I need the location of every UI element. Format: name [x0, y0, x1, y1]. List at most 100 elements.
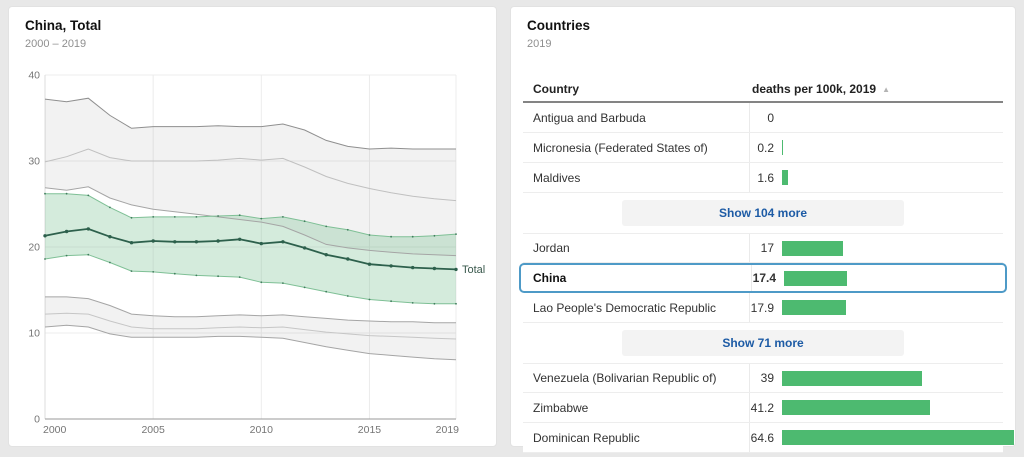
trend-chart: 0 10 20 30 40 2000 2005 2010 2015 2019 Total — [28, 70, 485, 437]
series-line-total-ci-upper — [45, 193, 457, 238]
series-marker — [87, 253, 90, 256]
series-marker — [282, 282, 284, 284]
country-value: 64.6 — [750, 430, 774, 445]
series-marker — [86, 227, 91, 231]
y-axis-tick-label: 0 — [34, 414, 40, 426]
series-marker — [433, 234, 436, 237]
chart-card: China, Total 2000 – 2019 0 10 20 30 40 2000 20… — [8, 6, 497, 447]
series-marker — [109, 261, 111, 264]
series-marker — [282, 216, 284, 218]
series-marker — [260, 217, 263, 220]
uncertainty-band — [45, 98, 456, 256]
series-marker — [390, 300, 392, 303]
value-bar — [784, 270, 847, 286]
table-row[interactable]: Lao People's Democratic Republic 17.9 — [523, 293, 1003, 323]
table-row[interactable]: Jordan 17 — [523, 233, 1003, 263]
value-cell: 0 — [749, 103, 1003, 132]
series-marker — [238, 276, 241, 278]
column-header-value[interactable]: deaths per 100k, 2019 ▲ — [749, 82, 1003, 96]
series-marker — [44, 192, 46, 195]
country-value: 17 — [760, 241, 774, 255]
country-name: Lao People's Democratic Republic — [533, 300, 717, 315]
countries-table-header: Country deaths per 100k, 2019 ▲ — [523, 73, 1003, 103]
table-row[interactable]: China 17.4 — [519, 263, 1007, 293]
series-marker — [173, 216, 176, 218]
table-row[interactable]: Antigua and Barbuda 0 — [523, 103, 1003, 133]
value-cell: 41.2 — [749, 393, 1003, 422]
series-marker — [217, 215, 220, 217]
column-header-country[interactable]: Country — [533, 82, 579, 96]
series-marker — [281, 240, 285, 244]
series-marker — [238, 214, 241, 217]
series-end-label: Total — [462, 264, 485, 276]
x-axis-tick-label: 2000 — [43, 424, 67, 436]
country-value: 41.2 — [750, 400, 774, 415]
series-marker — [195, 274, 198, 277]
country-name: Micronesia (Federated States of) — [533, 140, 708, 155]
table-row[interactable]: Dominican Republic 64.6 — [523, 423, 1014, 453]
x-axis-tick-label: 2005 — [141, 424, 165, 436]
country-name: Maldives — [533, 170, 581, 185]
series-marker — [346, 295, 349, 297]
value-bar — [782, 240, 844, 256]
series-marker — [130, 216, 133, 219]
table-row[interactable]: Zimbabwe 41.2 — [523, 393, 1003, 423]
y-axis-tick-label: 30 — [28, 156, 40, 168]
series-marker — [432, 266, 437, 271]
value-cell: 39 — [749, 364, 1003, 392]
x-axis-tick-label: 2019 — [436, 424, 460, 436]
series-marker — [324, 253, 328, 257]
series-marker — [194, 240, 199, 244]
column-header-value-label: deaths per 100k, 2019 — [752, 82, 877, 96]
chart-card-header: China, Total 2000 – 2019 — [9, 7, 496, 50]
value-bar — [782, 300, 847, 315]
show-more-row: Show 71 more — [523, 323, 1003, 363]
series-marker — [411, 235, 414, 238]
series-marker — [173, 272, 176, 275]
series-marker — [217, 275, 220, 278]
series-marker — [303, 220, 306, 223]
series-marker — [346, 228, 349, 231]
series-marker — [108, 235, 112, 239]
series-line-upper-gray-mid — [44, 148, 457, 202]
series-marker — [368, 234, 371, 236]
chart-subtitle: 2000 – 2019 — [25, 38, 87, 51]
country-value: 17.4 — [752, 271, 776, 285]
countries-table: Country deaths per 100k, 2019 ▲ Antigua a… — [519, 73, 1014, 453]
countries-card-header: Countries 2019 — [511, 7, 1015, 50]
series-marker — [325, 290, 328, 293]
series-marker — [325, 225, 328, 228]
series-marker — [65, 254, 68, 257]
country-value: 1.6 — [757, 170, 774, 185]
value-cell: 64.6 — [749, 423, 1014, 452]
value-bar — [782, 430, 1014, 445]
series-marker — [389, 264, 393, 268]
country-value: 39 — [760, 371, 774, 385]
countries-subtitle: 2019 — [527, 38, 552, 51]
series-marker — [43, 234, 47, 238]
country-value: 0.2 — [757, 140, 774, 155]
table-row[interactable]: Micronesia (Federated States of) 0.2 — [523, 133, 1003, 163]
show-more-button[interactable]: Show 104 more — [622, 200, 904, 226]
series-marker — [455, 302, 457, 305]
country-name: Jordan — [533, 241, 570, 255]
country-name: Antigua and Barbuda — [533, 110, 646, 125]
series-marker — [152, 271, 155, 273]
series-line-lower-gray-mid — [44, 312, 457, 340]
show-more-button[interactable]: Show 71 more — [622, 330, 904, 356]
value-bar — [782, 370, 923, 386]
countries-title: Countries — [527, 18, 591, 33]
sort-ascending-icon: ▲ — [882, 85, 890, 94]
series-marker — [152, 216, 155, 218]
series-marker — [433, 302, 436, 305]
value-cell: 17.4 — [751, 265, 1005, 291]
countries-table-body: Antigua and Barbuda 0 Micronesia (Federa… — [519, 103, 1014, 453]
table-row[interactable]: Maldives 1.6 — [523, 163, 1003, 193]
uncertainty-band — [45, 193, 456, 304]
series-line-upper-gray-top — [44, 97, 456, 150]
series-marker — [390, 235, 392, 238]
y-axis-tick-label: 40 — [28, 70, 40, 82]
x-axis-tick-label: 2010 — [250, 424, 274, 436]
value-bar — [782, 170, 788, 185]
table-row[interactable]: Venezuela (Bolivarian Republic of) 39 — [523, 363, 1003, 393]
